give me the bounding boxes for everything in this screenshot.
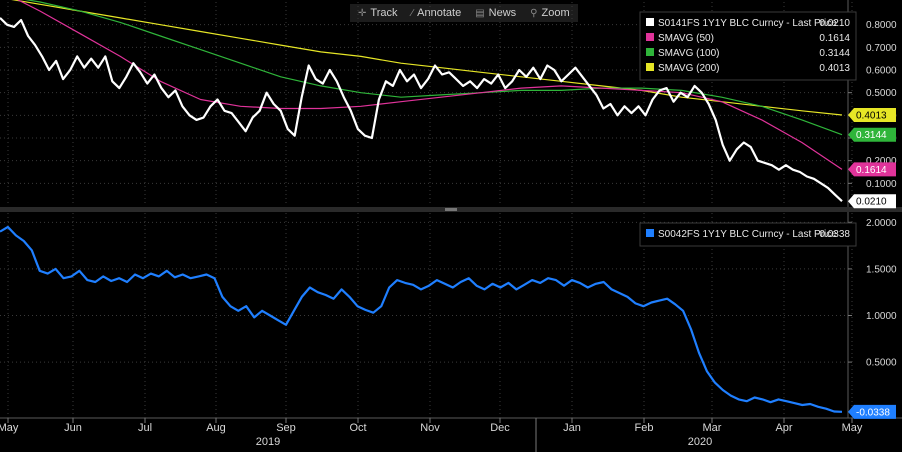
legend-label: SMAVG (200) xyxy=(658,63,720,74)
x-tick-label: Nov xyxy=(420,422,440,434)
legend-label: S0042FS 1Y1Y BLC Curncy - Last Price xyxy=(658,229,837,240)
series-line xyxy=(0,225,843,413)
legend-box xyxy=(639,222,857,247)
value-tag xyxy=(848,162,896,177)
series-line xyxy=(11,0,843,116)
value-tag-label: 0.1614 xyxy=(856,165,887,176)
year-label: 2020 xyxy=(688,436,712,448)
x-tick-label: Jan xyxy=(563,422,581,434)
value-tag xyxy=(848,194,896,209)
value-tag xyxy=(848,108,896,123)
legend-label: S0141FS 1Y1Y BLC Curncy - Last Price xyxy=(658,18,837,29)
y-tick-label: 0.7000 xyxy=(866,43,897,54)
legend-value: -0.0338 xyxy=(816,229,850,240)
y-tick-label: 1.5000 xyxy=(866,264,897,275)
magnifier-icon: ⚲ xyxy=(530,7,538,19)
value-tag xyxy=(848,127,896,142)
legend-value: 0.3144 xyxy=(819,48,850,59)
value-tag-label: -0.0338 xyxy=(856,407,890,418)
y-tick-label: 0.1000 xyxy=(866,179,897,190)
legend-swatch xyxy=(646,18,654,26)
value-tag-label: 0.4013 xyxy=(856,111,887,122)
annotate-button[interactable]: ∕ Annotate xyxy=(411,7,461,19)
news-label: News xyxy=(488,7,517,19)
track-button[interactable]: ✛ Track xyxy=(358,7,397,19)
legend-swatch xyxy=(646,33,654,41)
legend-box xyxy=(639,11,857,81)
news-icon: ▤ xyxy=(475,7,485,19)
legend-label: SMAVG (50) xyxy=(658,33,714,44)
panel-1: 0.10000.20000.30000.40000.50000.60000.70… xyxy=(0,0,897,209)
legend-value: 0.1614 xyxy=(819,33,850,44)
year-label: 2019 xyxy=(256,436,280,448)
y-tick-label: 0.5000 xyxy=(866,88,897,99)
x-tick-label: Feb xyxy=(635,422,654,434)
divider-grip xyxy=(445,208,457,211)
legend-value: 0.0210 xyxy=(819,18,850,29)
legend-label: SMAVG (100) xyxy=(658,48,720,59)
legend-swatch xyxy=(646,48,654,56)
chart-toolbar: ✛ Track ∕ Annotate ▤ News ⚲ Zoom xyxy=(350,4,578,22)
legend-value: 0.4013 xyxy=(819,63,850,74)
value-tag xyxy=(848,404,896,419)
value-tag-label: 0.3144 xyxy=(856,130,887,141)
value-tag-label: 0.0210 xyxy=(856,197,887,208)
track-label: Track xyxy=(370,7,398,19)
series-line xyxy=(0,17,843,203)
x-tick-label: May xyxy=(0,422,19,434)
y-tick-label: 2.0000 xyxy=(866,218,897,229)
y-tick-label: 1.0000 xyxy=(866,311,897,322)
x-tick-label: May xyxy=(842,422,863,434)
x-tick-label: Oct xyxy=(349,422,366,434)
pencil-icon: ∕ xyxy=(411,7,414,19)
annotate-label: Annotate xyxy=(417,7,462,19)
zoom-button[interactable]: ⚲ Zoom xyxy=(530,7,569,19)
x-tick-label: Jul xyxy=(138,422,152,434)
news-button[interactable]: ▤ News xyxy=(475,7,516,19)
x-tick-label: Jun xyxy=(64,422,82,434)
y-tick-label: 0.8000 xyxy=(866,20,897,31)
x-tick-label: Mar xyxy=(703,422,722,434)
x-tick-label: Apr xyxy=(775,422,792,434)
x-tick-label: Dec xyxy=(490,422,510,434)
legend-swatch xyxy=(646,229,654,237)
zoom-label: Zoom xyxy=(541,7,570,19)
y-tick-label: 0.2000 xyxy=(866,156,897,167)
crosshair-icon: ✛ xyxy=(358,7,367,19)
series-line xyxy=(16,0,843,170)
legend-swatch xyxy=(646,63,654,71)
x-tick-label: Aug xyxy=(206,422,226,434)
y-tick-label: 0.5000 xyxy=(866,358,897,369)
x-tick-label: Sep xyxy=(276,422,296,434)
y-tick-label: 0.6000 xyxy=(866,66,897,77)
